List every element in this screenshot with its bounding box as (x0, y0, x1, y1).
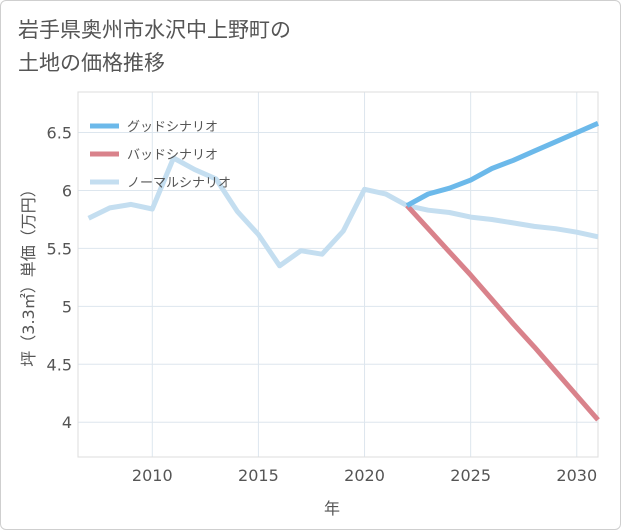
y-tick-label: 6.5 (47, 124, 72, 143)
title-line-1: 岩手県奥州市水沢中上野町の (18, 18, 291, 42)
ticks: 2010 2015 2020 2025 2030 4 4.5 5 5.5 6 6.5 (47, 124, 598, 485)
x-tick-label: 2030 (556, 466, 597, 485)
x-tick-label: 2010 (132, 466, 173, 485)
y-tick-label: 4.5 (47, 355, 72, 374)
x-tick-label: 2020 (344, 466, 385, 485)
series-line-0 (405, 121, 600, 208)
legend-label-0: グッドシナリオ (127, 120, 218, 135)
x-axis-title: 年 (324, 499, 340, 518)
series-group (87, 121, 600, 422)
legend-label-1: バッドシナリオ (127, 148, 218, 163)
y-tick-label: 6 (62, 181, 72, 200)
y-tick-label: 4 (62, 413, 72, 432)
y-tick-label: 5.5 (47, 239, 72, 258)
series-line-1 (405, 203, 600, 422)
grid (78, 92, 598, 457)
legend-label-2: ノーマルシナリオ (127, 176, 231, 191)
chart-title: 岩手県奥州市水沢中上野町の 土地の価格推移 (18, 14, 291, 80)
plot-area-border (77, 91, 599, 458)
y-tick-label: 5 (62, 297, 72, 316)
title-line-2: 土地の価格推移 (18, 51, 165, 75)
x-tick-label: 2025 (450, 466, 491, 485)
series-line-2 (87, 155, 599, 269)
y-axis-title: 坪（3.3㎡）単価（万円） (19, 181, 38, 366)
x-tick-label: 2015 (238, 466, 279, 485)
